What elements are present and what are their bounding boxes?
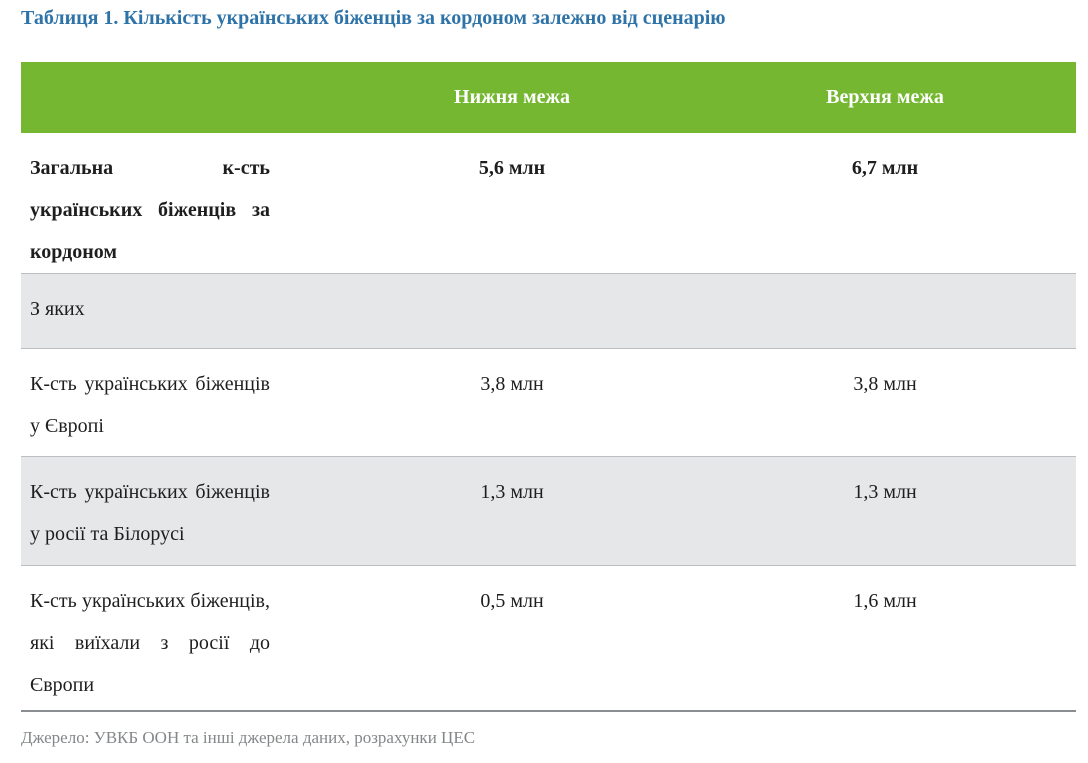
upper-bound-value: 1,3 млн [694, 456, 1076, 566]
table-title: Таблиця 1. Кількість українських біженці… [21, 7, 726, 29]
row-label: К-сть українських біженців у Європі [30, 373, 270, 437]
source-note: Джерело: УВКБ ООН та інші джерела даних,… [21, 728, 476, 747]
row-label: З яких [21, 273, 1076, 349]
header-lower-bound: Нижня межа [330, 62, 694, 133]
header-upper-bound: Верхня межа [694, 62, 1076, 133]
lower-bound-value: 3,8 млн [480, 373, 544, 395]
row-label: Загальна к-сть українських біженців за к… [30, 157, 270, 263]
table-row: Загальна к-сть українських біженців за к… [21, 133, 1076, 274]
table-row: К-сть українських біженців у Європі 3,8 м… [21, 349, 1076, 457]
lower-bound-value: 1,3 млн [330, 456, 694, 566]
lower-bound-value: 0,5 млн [480, 590, 544, 612]
row-label: К-сть українських біженців у росії та Бі… [21, 456, 330, 566]
table-row: К-сть українських біженців у росії та Бі… [21, 456, 1076, 566]
lower-bound-value: 5,6 млн [478, 157, 546, 179]
table-header-row: Нижня межа Верхня межа [21, 62, 1076, 133]
row-label: К-сть українських біженців, які виїхали … [30, 590, 270, 696]
refugees-table: Нижня межа Верхня межа Загальна к-сть ук… [21, 62, 1076, 712]
header-empty-cell [21, 62, 330, 133]
table-row: К-сть українських біженців, які виїхали … [21, 566, 1076, 711]
upper-bound-value: 6,7 млн [851, 157, 919, 179]
upper-bound-value: 1,6 млн [853, 590, 917, 612]
table-row: З яких [21, 273, 1076, 349]
upper-bound-value: 3,8 млн [853, 373, 917, 395]
